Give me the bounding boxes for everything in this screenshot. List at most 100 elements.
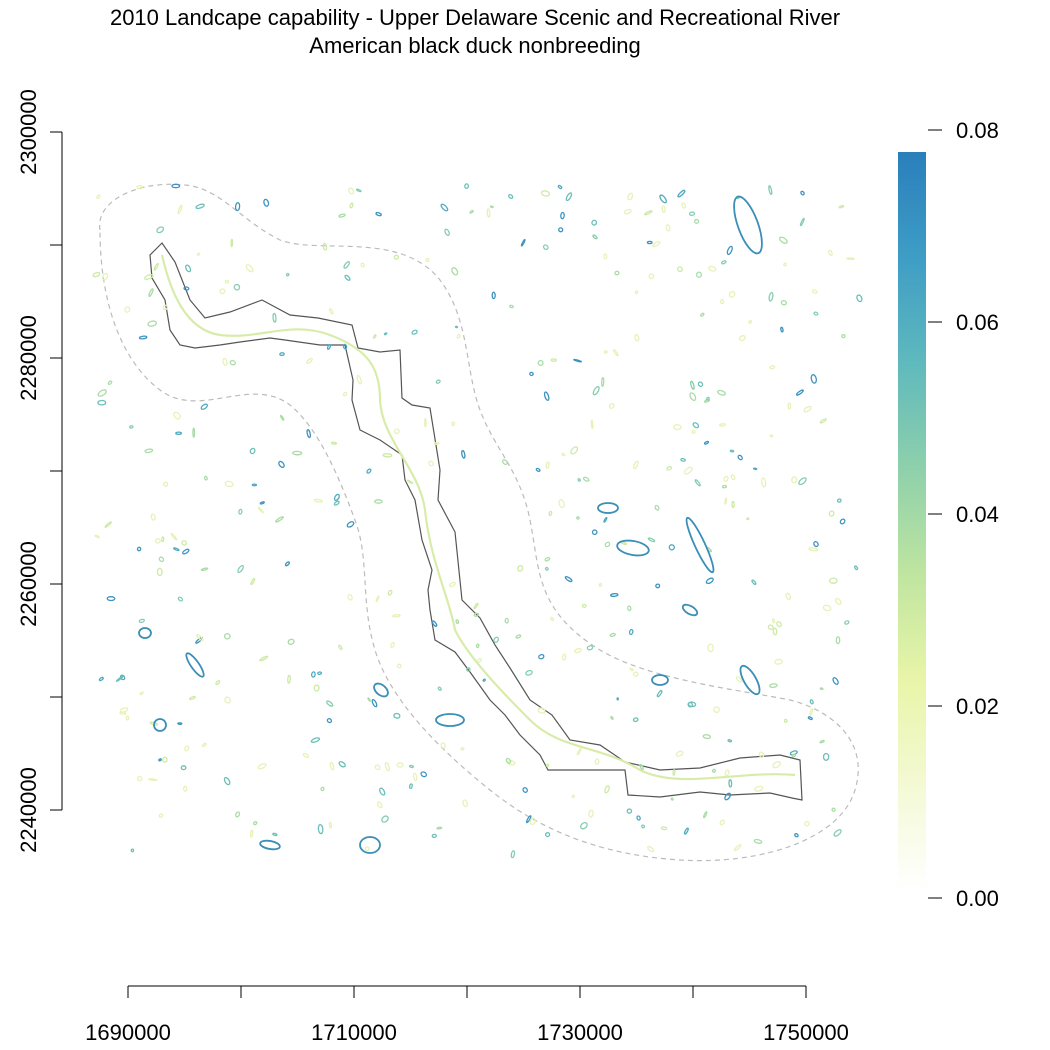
habitat-patch [263,198,270,207]
habitat-patch [390,641,395,649]
habitat-patch [364,846,370,852]
habitat-patch [148,288,154,297]
habitat-patch [647,845,655,853]
habitat-patch [677,189,686,198]
habitat-patch [97,389,107,397]
y-tick-label: 2260000 [16,541,41,627]
habitat-patch [604,785,610,794]
habitat-patch [224,696,231,704]
habitat-patch [393,428,400,435]
wetland-feature [153,718,167,732]
habitat-patch [158,758,162,762]
habitat-patch [705,577,714,585]
wetland-feature [616,539,650,557]
habitat-patch [461,449,466,459]
habitat-patch [143,274,154,280]
habitat-patch [675,750,684,757]
habitat-patch [171,183,181,189]
habitat-patch [375,211,382,217]
habitat-patch [828,510,835,517]
habitat-patch [591,529,598,536]
habitat-patch [372,334,377,339]
habitat-patch [177,596,184,602]
habitat-patch [326,343,332,350]
river-corridor-outline [149,242,803,801]
habitat-patch [409,764,414,769]
habitat-patch [287,674,291,684]
wetland-feature [259,839,281,851]
habitat-patch [326,718,333,724]
habitat-patch [752,467,758,471]
habitat-patch [482,678,486,682]
habitat-patch [545,763,550,768]
title-line-2: American black duck nonbreeding [309,33,641,58]
habitat-patch [505,757,512,764]
habitat-patch [833,829,842,837]
habitat-patch [136,775,143,782]
wetland-feature [651,674,669,686]
x-tick-label: 1750000 [763,1020,849,1045]
habitat-patch [412,772,418,782]
habitat-patch [230,238,234,248]
habitat-patch [161,536,165,543]
habitat-patch [182,548,190,555]
habitat-patch [238,508,243,515]
habitat-patch [537,359,544,367]
habitat-patch [738,335,746,342]
habitat-patch [707,643,714,653]
habitat-patch [181,540,187,546]
habitat-patch [601,377,605,387]
habitat-patch [655,583,661,589]
habitat-patch [448,581,456,588]
habitat-patch [656,689,663,698]
habitat-patch [769,434,774,438]
habitat-patch [387,589,393,596]
habitat-patch [819,418,827,424]
habitat-patch [200,567,209,572]
habitat-patch [724,497,728,505]
habitat-patch [550,616,555,622]
habitat-patch [629,667,634,672]
habitat-patch [317,671,323,676]
habitat-patch [719,819,725,826]
habitat-patch [592,386,600,396]
habitat-patch [603,516,608,523]
habitat-patch [451,421,456,427]
habitat-patch [328,821,333,829]
habitat-patch [129,425,134,429]
habitat-patch [603,253,608,260]
habitat-patch [411,329,418,335]
legend-color-bar [898,152,926,890]
habitat-patch [185,264,192,273]
habitat-patch [420,771,428,778]
habitat-patch [687,701,697,708]
habitat-patch [550,358,557,362]
habitat-patch [162,304,168,311]
habitat-patch [177,204,183,215]
habitat-patch [813,311,819,316]
habitat-patch [280,414,285,421]
habitat-patch [510,850,516,859]
habitat-patch [643,210,653,216]
habitat-patch [558,499,565,509]
habitat-patch [819,687,824,691]
habitat-patch [237,564,244,574]
habitat-patch [690,380,695,390]
habitat-patch [769,683,778,688]
habitat-patch [838,204,845,209]
habitat-patch [544,566,549,571]
wetland-feature [373,682,389,698]
habitat-patch [124,306,131,313]
habitat-patch [728,291,736,298]
habitat-patch [431,833,437,839]
habitat-patch [224,279,230,284]
habitat-patch [138,335,148,340]
habitat-patch [544,832,551,838]
habitat-patch [794,832,799,838]
habitat-patch [616,697,619,701]
habitat-patch [809,708,814,716]
habitat-patch [697,381,704,387]
wetland-feature [739,664,761,696]
habitat-patch [753,838,763,844]
habitat-patch [473,602,479,610]
